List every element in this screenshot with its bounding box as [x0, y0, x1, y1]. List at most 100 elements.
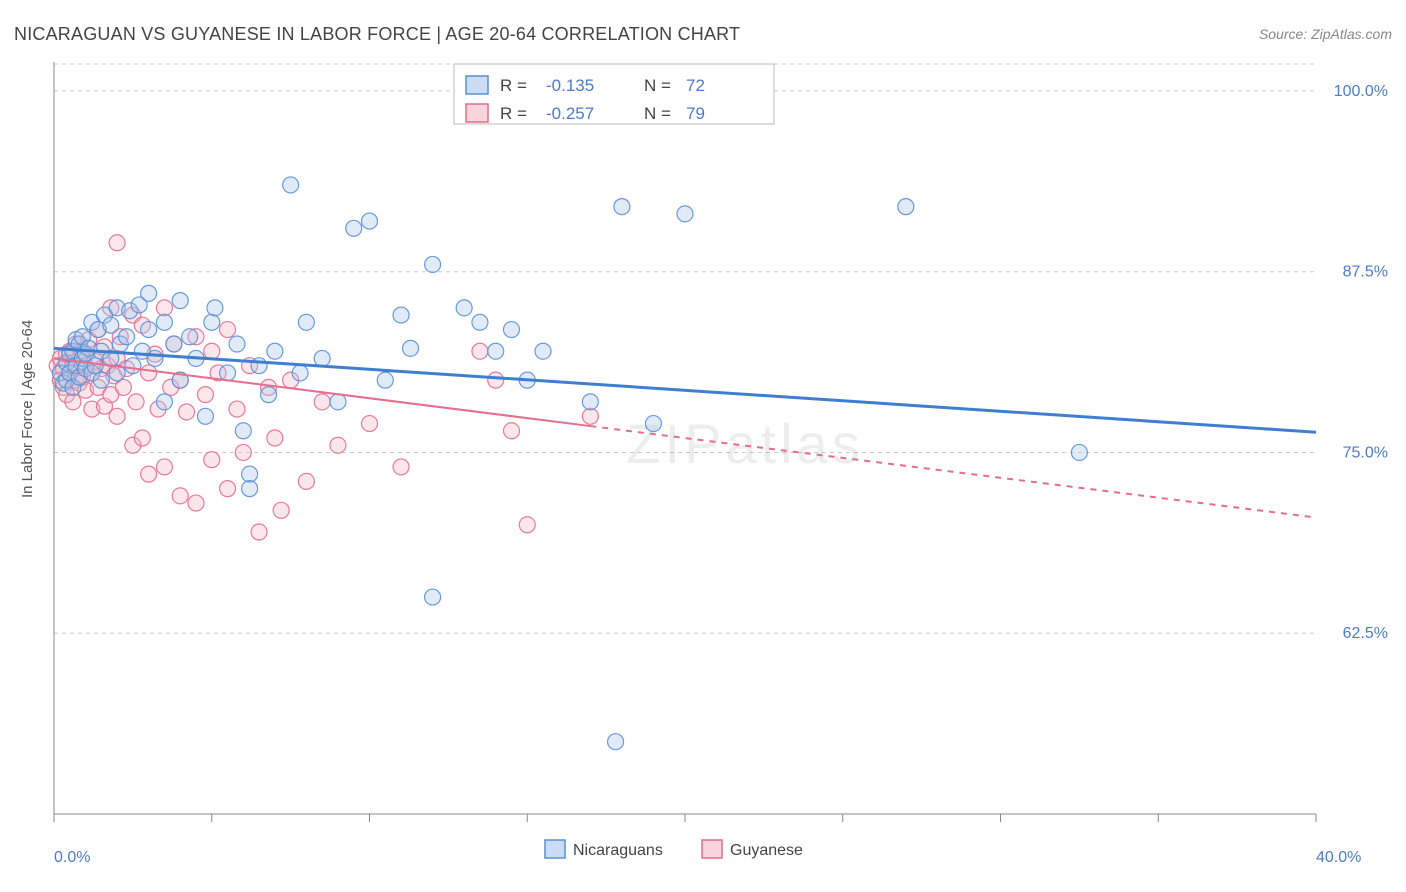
legend-swatch [466, 76, 488, 94]
legend-series-label: Nicaraguans [573, 842, 663, 859]
legend-n-value: 79 [686, 104, 705, 123]
data-point [156, 459, 172, 475]
data-point [298, 314, 314, 330]
data-point [488, 372, 504, 388]
legend-r-label: R = [500, 104, 527, 123]
data-point [128, 394, 144, 410]
data-point [614, 199, 630, 215]
data-point [87, 358, 103, 374]
data-point [197, 408, 213, 424]
y-tick-label: 87.5% [1343, 264, 1388, 281]
data-point [292, 365, 308, 381]
data-point [393, 307, 409, 323]
data-point [188, 495, 204, 511]
data-point [251, 524, 267, 540]
data-point [456, 300, 472, 316]
trend-line [54, 358, 590, 426]
data-point [362, 213, 378, 229]
data-point [115, 379, 131, 395]
data-point [141, 285, 157, 301]
data-point [267, 343, 283, 359]
data-point [242, 466, 258, 482]
chart-title: NICARAGUAN VS GUYANESE IN LABOR FORCE | … [14, 24, 740, 45]
data-point [197, 387, 213, 403]
data-point [1071, 444, 1087, 460]
data-point [93, 372, 109, 388]
legend-n-label: N = [644, 76, 671, 95]
y-axis-label: In Labor Force | Age 20-64 [19, 320, 36, 498]
x-tick-label: 40.0% [1316, 849, 1361, 866]
data-point [125, 358, 141, 374]
data-point [220, 322, 236, 338]
data-point [346, 220, 362, 236]
y-tick-label: 100.0% [1334, 83, 1388, 100]
data-point [330, 437, 346, 453]
y-tick-label: 75.0% [1343, 444, 1388, 461]
data-point [65, 394, 81, 410]
data-point [141, 365, 157, 381]
data-point [362, 416, 378, 432]
legend-swatch [702, 840, 722, 858]
data-point [147, 350, 163, 366]
data-point [156, 394, 172, 410]
data-point [179, 404, 195, 420]
data-point [220, 481, 236, 497]
data-point [314, 350, 330, 366]
data-point [645, 416, 661, 432]
data-point [166, 336, 182, 352]
y-tick-label: 62.5% [1343, 625, 1388, 642]
data-point [103, 317, 119, 333]
data-point [403, 340, 419, 356]
data-point [109, 408, 125, 424]
data-point [172, 488, 188, 504]
data-point [393, 459, 409, 475]
legend-series-label: Guyanese [730, 842, 803, 859]
data-point [156, 300, 172, 316]
data-point [204, 452, 220, 468]
data-point [220, 365, 236, 381]
data-point [330, 394, 346, 410]
chart-header: NICARAGUAN VS GUYANESE IN LABOR FORCE | … [0, 0, 1406, 48]
data-point [156, 314, 172, 330]
data-point [261, 387, 277, 403]
data-point [141, 322, 157, 338]
data-point [229, 336, 245, 352]
data-point [488, 343, 504, 359]
legend-swatch [466, 104, 488, 122]
data-point [109, 235, 125, 251]
data-point [134, 430, 150, 446]
data-point [677, 206, 693, 222]
data-point [242, 481, 258, 497]
data-point [425, 589, 441, 605]
data-point [582, 408, 598, 424]
data-point [608, 734, 624, 750]
data-point [298, 473, 314, 489]
data-point [182, 329, 198, 345]
chart-area: 0.0% 40.0% 62.5% 75.0% 87.5% 100.0% In Labor F… [14, 54, 1392, 884]
data-point [535, 343, 551, 359]
correlation-legend: R = -0.135N = 72R = -0.257N = 79 [454, 64, 774, 124]
data-point [119, 329, 135, 345]
source-label: Source: ZipAtlas.com [1259, 26, 1392, 42]
data-point [503, 423, 519, 439]
data-point [519, 517, 535, 533]
data-point [425, 256, 441, 272]
data-point [172, 293, 188, 309]
data-point [204, 314, 220, 330]
data-point [204, 343, 220, 359]
data-point [314, 394, 330, 410]
data-point [235, 423, 251, 439]
x-tick-label: 0.0% [54, 849, 90, 866]
data-point [503, 322, 519, 338]
legend-n-label: N = [644, 104, 671, 123]
data-point [377, 372, 393, 388]
data-point [267, 430, 283, 446]
legend-r-label: R = [500, 76, 527, 95]
data-point [141, 466, 157, 482]
data-point [472, 343, 488, 359]
data-point [229, 401, 245, 417]
data-point [898, 199, 914, 215]
legend-r-value: -0.257 [546, 104, 594, 123]
scatter-chart: 0.0% 40.0% 62.5% 75.0% 87.5% 100.0% In Labor F… [14, 54, 1392, 884]
legend-swatch [545, 840, 565, 858]
